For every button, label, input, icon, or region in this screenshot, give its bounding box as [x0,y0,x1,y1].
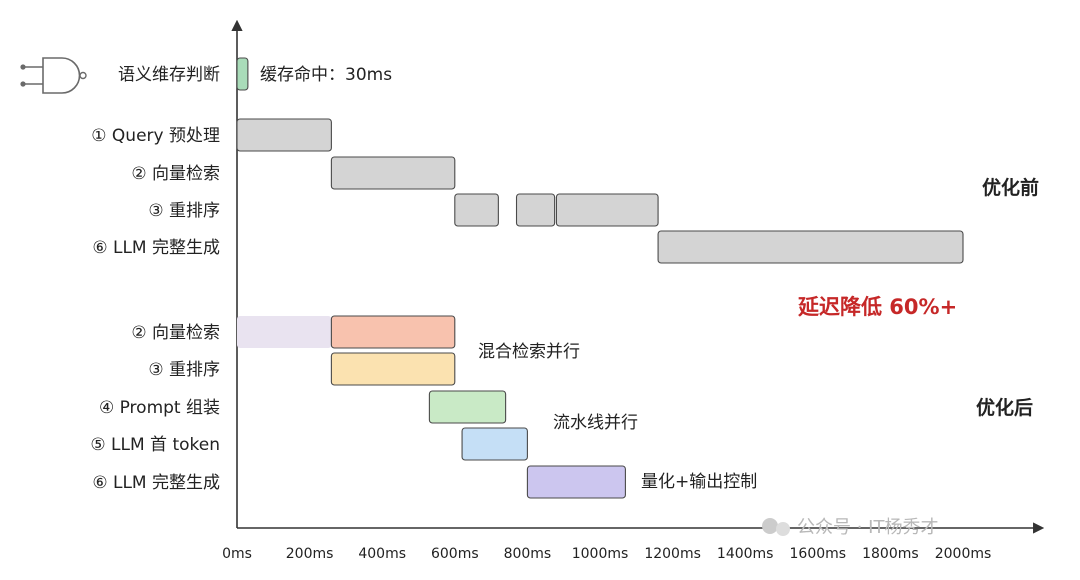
x-tick-label-4: 800ms [504,546,552,562]
row-label-9: ⑥ LLM 完整生成 [92,473,220,493]
bar-row-5-seg-0 [237,316,332,348]
x-tick-label-5: 1000ms [572,546,629,562]
bar-row-1-seg-0 [236,118,332,152]
row-label-3: ③ 重排序 [148,201,220,221]
bar-row-3-seg-1 [515,193,556,227]
x-tick-label-2: 400ms [358,546,406,562]
bar-row-3-seg-0 [454,193,499,227]
row-label-8: ⑤ LLM 首 token [90,435,220,455]
bar-row-6-seg-0 [330,352,456,386]
bar-row-5-seg-1 [330,315,456,349]
row-label-5: ② 向量检索 [131,323,220,343]
row-label-0: 语义维存判断 [118,65,220,85]
watermark: 公众号 · IT杨秀才 [762,517,938,538]
row-label-2: ② 向量检索 [131,164,220,184]
bar-row-9-seg-0 [526,465,626,499]
bar-row-0-seg-0 [236,57,249,91]
x-tick-label-10: 2000ms [935,546,992,562]
row-label-7: ④ Prompt 组装 [99,398,220,418]
row-label-6: ③ 重排序 [148,360,220,380]
after-label: 优化后 [976,396,1033,419]
bar-row-4-seg-0 [657,230,964,264]
row-label-4: ⑥ LLM 完整生成 [92,238,220,258]
latency-reduction-label: 延迟降低 60%+ [797,295,957,319]
bar-row-7-seg-0 [428,390,507,424]
x-tick-label-6: 1200ms [644,546,701,562]
row-label-1: ① Query 预处理 [91,126,220,146]
x-tick-label-1: 200ms [286,546,334,562]
quantization-annotation: 量化+输出控制 [641,472,757,492]
bar-row-8-seg-0 [461,427,528,461]
x-tick-label-9: 1800ms [862,546,919,562]
bar-row-2-seg-0 [330,156,456,190]
x-tick-label-0: 0ms [222,546,252,562]
cache-hit-annotation: 缓存命中：30ms [260,65,392,85]
bar-row-3-seg-2 [555,193,659,227]
and-gate-icon [20,57,87,94]
x-tick-label-8: 1600ms [790,546,847,562]
before-label: 优化前 [982,176,1039,199]
x-tick-label-3: 600ms [431,546,479,562]
x-tick-label-7: 1400ms [717,546,774,562]
pipeline-parallel-annotation: 流水线并行 [553,413,638,433]
hybrid-retrieval-annotation: 混合检索并行 [478,342,580,362]
watermark-text: 公众号 · IT杨秀才 [797,517,938,538]
